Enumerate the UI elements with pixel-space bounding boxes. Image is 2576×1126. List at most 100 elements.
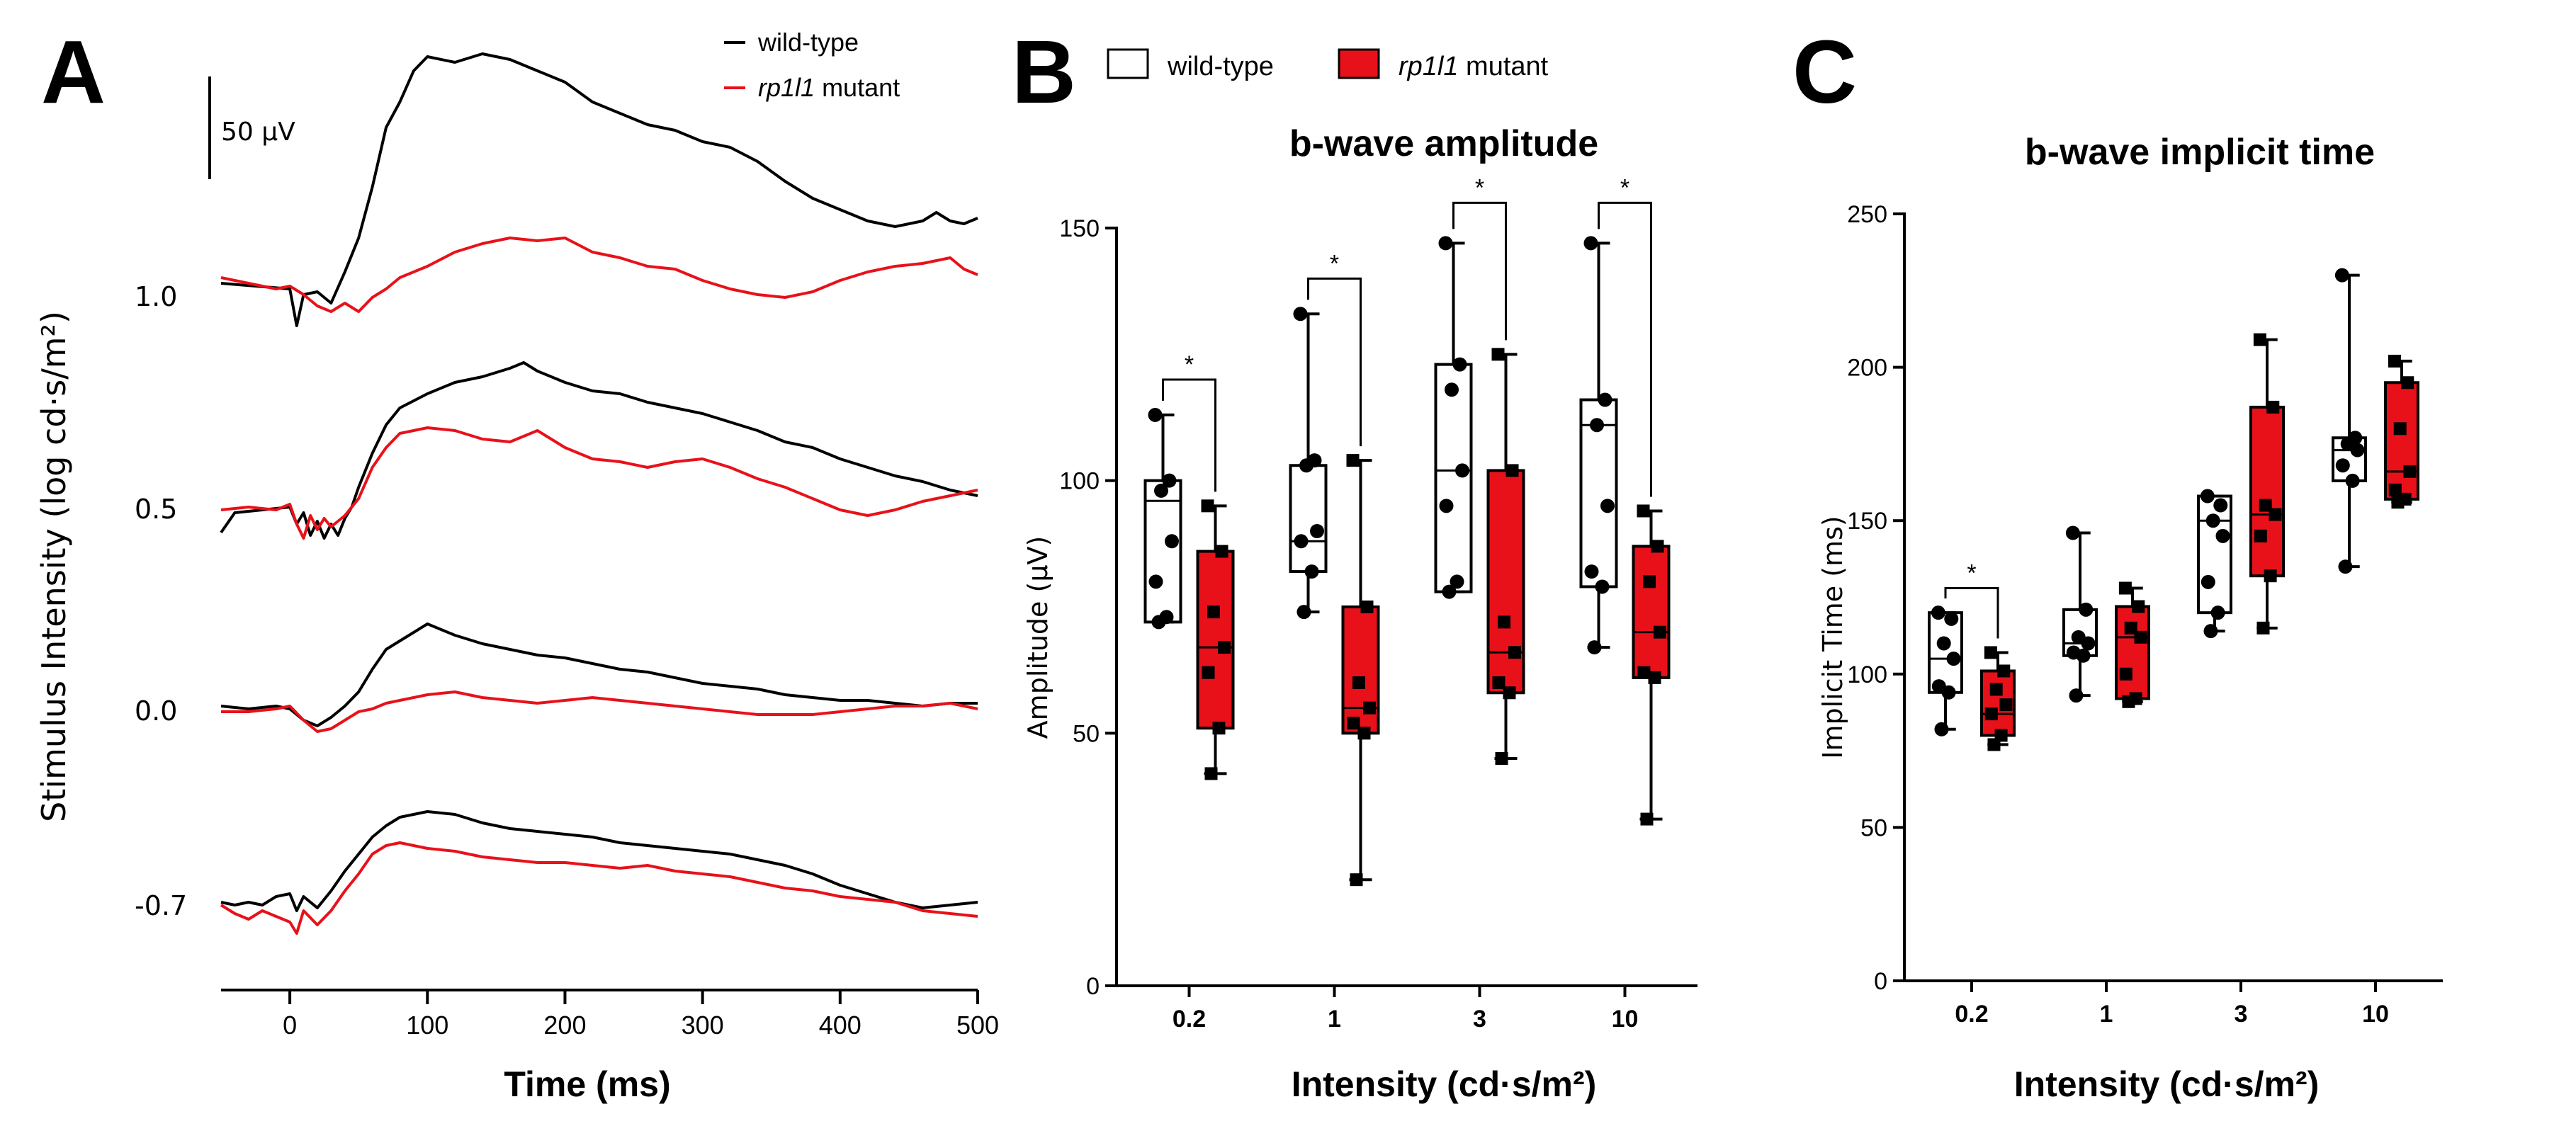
significance-bracket	[1598, 201, 1652, 497]
panel-b-title: b-wave amplitude	[1289, 123, 1598, 164]
box-mutant	[2249, 405, 2285, 578]
significance-bracket	[1307, 277, 1362, 447]
panel-b-amplitude-boxplot: wild-type rp1l1 mutant b-wave amplitude …	[1022, 48, 1697, 1104]
data-point	[1294, 534, 1309, 549]
data-point	[1162, 473, 1177, 488]
significance-star: *	[1330, 250, 1339, 277]
data-point	[2350, 443, 2365, 457]
panel-c-title: b-wave implicit time	[2025, 132, 2375, 173]
data-point	[2264, 569, 2277, 583]
panel-a-legend: wild-type rp1l1 mutant	[724, 28, 900, 102]
data-point	[2391, 496, 2405, 509]
data-point	[1508, 646, 1521, 659]
data-point	[2256, 621, 2270, 635]
data-point	[2213, 498, 2228, 513]
data-point	[1637, 504, 1650, 518]
data-point	[1934, 722, 1949, 737]
box-wildtype	[1289, 464, 1328, 574]
x-tick-label: 10	[2362, 1001, 2389, 1028]
data-point	[1357, 727, 1371, 740]
data-point	[2201, 574, 2215, 589]
data-point	[1595, 579, 1610, 594]
data-point	[2269, 508, 2282, 521]
panel-label-c: C	[1792, 22, 1857, 122]
intensity-label: 1.0	[135, 281, 177, 312]
box-mutant	[1486, 469, 1525, 695]
trace-mutant--0.7	[220, 841, 978, 935]
data-point	[1583, 236, 1598, 251]
x-tick-label: 500	[956, 1011, 999, 1040]
data-point	[2132, 600, 2145, 613]
intensity-label: 0.5	[135, 494, 177, 525]
x-tick-label: 0.2	[1173, 1006, 1206, 1033]
data-point	[2254, 529, 2267, 542]
data-point	[2210, 605, 2225, 620]
box-mutant	[1196, 550, 1235, 730]
data-point	[1310, 524, 1324, 538]
box-mutant	[2115, 605, 2150, 700]
significance-bracket	[1452, 201, 1507, 341]
data-point	[2076, 648, 2091, 663]
legend-label-mutant: rp1l1 mutant	[758, 73, 900, 102]
data-point	[1498, 615, 1510, 629]
data-point	[2338, 559, 2353, 574]
significance-star: *	[1620, 174, 1629, 201]
data-point	[2134, 630, 2147, 644]
x-tick-label: 0.2	[1955, 1001, 1988, 1028]
data-point	[1215, 545, 1228, 558]
x-tick-label: 200	[543, 1011, 586, 1040]
data-point	[2403, 465, 2417, 478]
y-tick-label: 50	[1073, 720, 1100, 747]
panel-c-x-label: Intensity (cd·s/m²)	[2014, 1064, 2320, 1104]
box-wildtype	[1928, 611, 1963, 694]
data-point	[2065, 525, 2080, 540]
data-point	[1347, 717, 1360, 730]
data-point	[2393, 422, 2407, 436]
data-point	[1987, 738, 2001, 751]
data-point	[2401, 376, 2414, 389]
data-point	[2200, 489, 2215, 504]
panel-b-y-label: Amplitude (µV)	[1022, 536, 1053, 739]
data-point	[2266, 400, 2280, 414]
significance-star: *	[1967, 560, 1976, 587]
data-point	[2334, 268, 2349, 283]
y-tick-label: 200	[1847, 355, 1887, 382]
trace-mutant-0.5	[220, 426, 978, 540]
data-point	[1165, 534, 1179, 549]
significance-star: *	[1475, 174, 1484, 201]
data-point	[1590, 418, 1604, 433]
data-point	[1154, 483, 1168, 498]
data-point	[1495, 752, 1508, 765]
legend-text-mutant: rp1l1 mutant	[1399, 52, 1549, 81]
data-point	[2122, 695, 2135, 708]
significance-star: *	[1185, 351, 1194, 378]
data-point	[1439, 499, 1454, 513]
data-point	[1600, 499, 1615, 513]
data-point	[1506, 464, 1519, 477]
data-point	[1999, 698, 2013, 712]
data-point	[2335, 458, 2350, 473]
trace-wildtype-0.0	[220, 622, 978, 727]
data-point	[1363, 701, 1376, 715]
data-point	[1438, 236, 1453, 251]
x-tick-label: 0	[283, 1011, 297, 1040]
box-mutant	[1632, 545, 1671, 679]
data-point	[1304, 564, 1319, 579]
data-point	[1148, 407, 1163, 422]
data-point	[1218, 641, 1231, 654]
data-point	[1151, 615, 1166, 630]
data-point	[2253, 333, 2266, 346]
panel-c-y-label: Implicit Time (ms)	[1817, 516, 1848, 758]
data-point	[2205, 513, 2220, 528]
legend-text-wildtype: wild-type	[1167, 52, 1274, 81]
x-tick-label: 400	[819, 1011, 862, 1040]
significance-bracket	[1944, 587, 1999, 639]
y-tick-label: 100	[1059, 468, 1100, 495]
data-point	[1148, 574, 1163, 589]
intensity-label: -0.7	[135, 890, 187, 921]
y-tick-label: 50	[1860, 814, 1887, 841]
panel-label-b: B	[1012, 22, 1076, 122]
trace-wildtype-1.0	[220, 52, 978, 327]
panel-a-y-label: Stimulus Intensity (log cd·s/m²)	[35, 311, 73, 822]
